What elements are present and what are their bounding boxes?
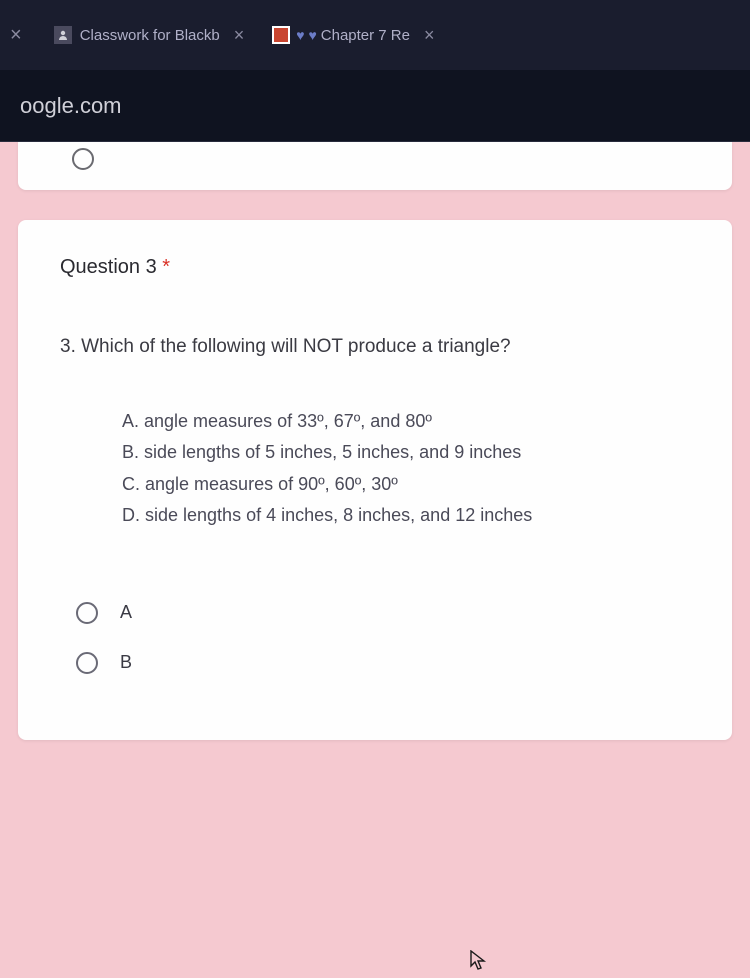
red-square-icon [272, 26, 290, 44]
heart-icon: ♥ ♥ [296, 27, 317, 43]
tab-title: Classwork for Blackb [80, 27, 220, 44]
browser-tab-bar: × Classwork for Blackb × ♥ ♥ Chapter 7 R… [0, 0, 750, 70]
previous-question-card [18, 142, 732, 190]
option-c-text: C. angle measures of 90º, 60º, 30º [122, 469, 690, 501]
question-card: Question 3 * 3. Which of the following w… [18, 220, 732, 740]
question-number: Question 3 [60, 256, 162, 278]
tab-title: Chapter 7 Re [321, 27, 410, 44]
browser-tab-classwork[interactable]: Classwork for Blackb × [42, 17, 257, 54]
radio-icon [76, 602, 98, 624]
question-header: Question 3 * [60, 256, 690, 279]
address-bar[interactable]: oogle.com [0, 70, 750, 142]
question-prompt: 3. Which of the following will NOT produ… [60, 333, 690, 362]
close-icon[interactable]: × [234, 25, 245, 46]
option-list: A. angle measures of 33º, 67º, and 80º B… [122, 406, 690, 532]
cursor-icon [470, 950, 488, 978]
page-content: Question 3 * 3. Which of the following w… [0, 142, 750, 740]
tab-close-1[interactable]: × [10, 24, 22, 47]
answer-choice-a[interactable]: A [60, 588, 690, 638]
close-icon[interactable]: × [424, 25, 435, 46]
browser-tab-chapter[interactable]: ♥ ♥ Chapter 7 Re × [260, 17, 446, 54]
option-d-text: D. side lengths of 4 inches, 8 inches, a… [122, 500, 690, 532]
url-text: oogle.com [20, 93, 122, 119]
person-icon [54, 26, 72, 44]
answer-label-a: A [120, 602, 132, 623]
radio-icon [76, 652, 98, 674]
previous-radio[interactable] [72, 148, 94, 170]
answer-choice-b[interactable]: B [60, 638, 690, 688]
option-b-text: B. side lengths of 5 inches, 5 inches, a… [122, 437, 690, 469]
option-a-text: A. angle measures of 33º, 67º, and 80º [122, 406, 690, 438]
answer-label-b: B [120, 652, 132, 673]
required-asterisk: * [162, 256, 170, 278]
